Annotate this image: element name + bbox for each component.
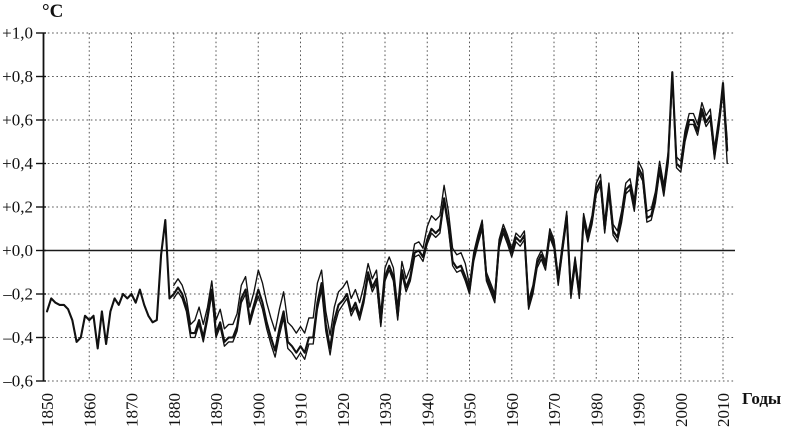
x-tick-label: 1910 xyxy=(292,393,311,427)
x-tick-label: 1940 xyxy=(418,393,437,427)
x-tick-label: 1960 xyxy=(503,393,522,427)
series-line-2 xyxy=(173,75,728,336)
x-tick-label: 1870 xyxy=(123,393,142,427)
y-tick-label: +0,6 xyxy=(2,111,33,130)
x-tick-label: 1990 xyxy=(630,393,649,427)
y-tick-label: +0,8 xyxy=(2,67,33,86)
y-tick-label: –0,6 xyxy=(2,372,33,391)
series-line-3 xyxy=(173,80,728,360)
y-tick-label: +0,0 xyxy=(2,241,33,260)
y-tick-label: –0,2 xyxy=(2,285,33,304)
y-axis-unit-label: °C xyxy=(42,1,64,22)
x-tick-label: 1900 xyxy=(249,393,268,427)
series-line-1 xyxy=(45,71,729,354)
x-axis-unit-label: Годы xyxy=(742,389,782,408)
y-tick-label: –0,4 xyxy=(2,328,33,347)
x-tick-label: 1860 xyxy=(80,393,99,427)
x-tick-label: 1970 xyxy=(545,393,564,427)
x-tick-label: 1920 xyxy=(334,393,353,427)
y-tick-label: +1,0 xyxy=(2,24,33,43)
x-tick-label: 2000 xyxy=(672,393,691,427)
x-tick-label: 1950 xyxy=(461,393,480,427)
x-tick-label: 1850 xyxy=(38,393,57,427)
y-tick-label: +0,2 xyxy=(2,198,33,217)
x-tick-label: 2010 xyxy=(714,393,733,427)
x-tick-label: 1980 xyxy=(587,393,606,427)
x-tick-label: 1890 xyxy=(207,393,226,427)
x-tick-label: 1880 xyxy=(165,393,184,427)
y-tick-label: +0,4 xyxy=(2,154,33,173)
x-tick-label: 1930 xyxy=(376,393,395,427)
